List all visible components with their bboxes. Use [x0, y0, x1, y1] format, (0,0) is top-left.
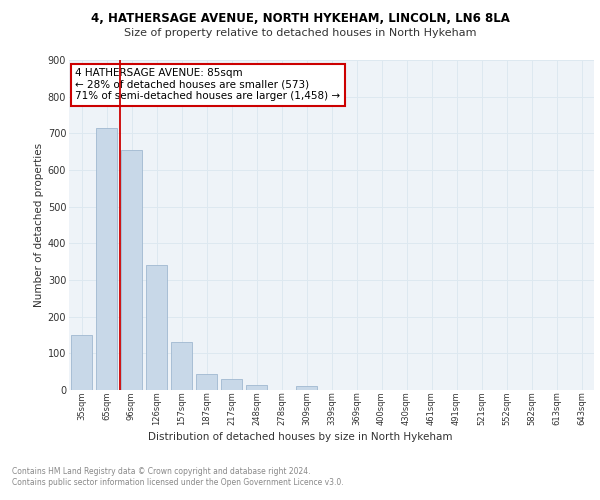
Bar: [246, 385, 267, 390]
Bar: [296, 386, 317, 390]
Bar: [196, 374, 217, 390]
Bar: [171, 342, 192, 390]
Bar: [221, 379, 242, 390]
Text: 4 HATHERSAGE AVENUE: 85sqm
← 28% of detached houses are smaller (573)
71% of sem: 4 HATHERSAGE AVENUE: 85sqm ← 28% of deta…: [76, 68, 340, 102]
Text: Size of property relative to detached houses in North Hykeham: Size of property relative to detached ho…: [124, 28, 476, 38]
Text: Contains HM Land Registry data © Crown copyright and database right 2024.
Contai: Contains HM Land Registry data © Crown c…: [12, 468, 344, 487]
Text: Distribution of detached houses by size in North Hykeham: Distribution of detached houses by size …: [148, 432, 452, 442]
Bar: [96, 128, 117, 390]
Text: 4, HATHERSAGE AVENUE, NORTH HYKEHAM, LINCOLN, LN6 8LA: 4, HATHERSAGE AVENUE, NORTH HYKEHAM, LIN…: [91, 12, 509, 26]
Y-axis label: Number of detached properties: Number of detached properties: [34, 143, 44, 307]
Bar: [121, 150, 142, 390]
Bar: [71, 335, 92, 390]
Bar: [146, 266, 167, 390]
